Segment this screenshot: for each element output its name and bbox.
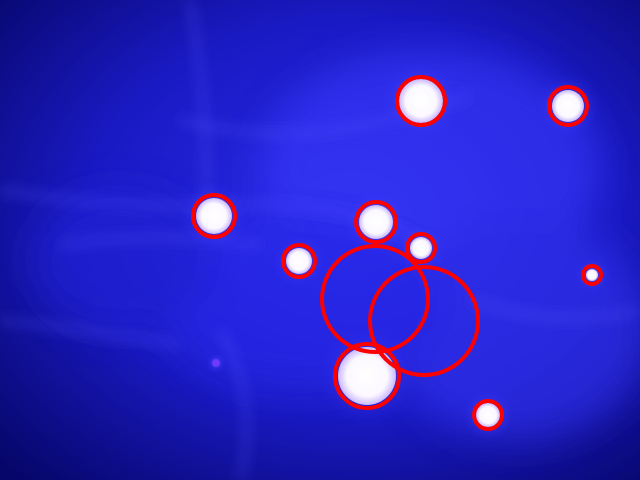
detection-ring <box>333 342 401 410</box>
spot <box>552 90 584 122</box>
spot <box>410 237 432 259</box>
detection-ring <box>581 264 603 286</box>
detection-ring-large <box>320 244 430 354</box>
spot <box>196 198 232 234</box>
spot <box>338 347 396 405</box>
spot <box>399 79 443 123</box>
spot <box>359 205 393 239</box>
faint-dot <box>212 359 220 367</box>
fluorescent-spots <box>196 79 598 427</box>
detection-ring <box>547 85 589 127</box>
spot <box>476 403 500 427</box>
detection-ring-large <box>368 265 480 377</box>
detection-ring <box>281 243 317 279</box>
detection-ring <box>191 193 237 239</box>
detection-rings <box>191 75 603 431</box>
detection-ring <box>354 200 398 244</box>
detection-ring <box>395 75 447 127</box>
spot <box>286 248 312 274</box>
detection-ring <box>405 232 437 264</box>
spot <box>586 269 598 281</box>
detection-ring <box>472 399 504 431</box>
